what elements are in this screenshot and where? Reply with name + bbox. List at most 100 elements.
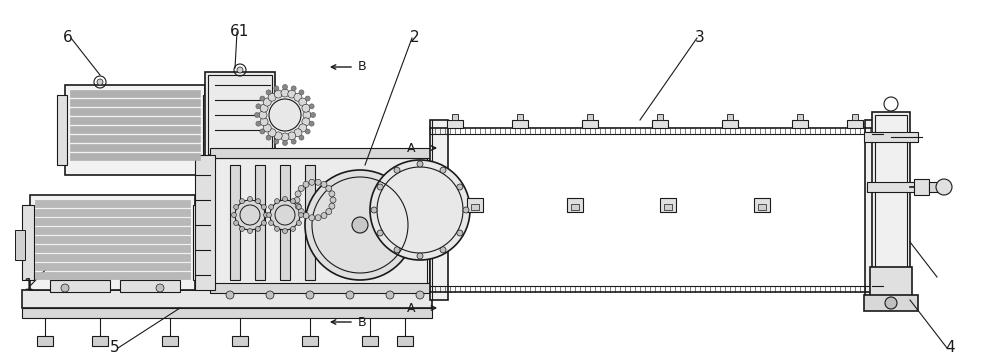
Text: B: B xyxy=(358,60,367,74)
Circle shape xyxy=(885,297,897,309)
Circle shape xyxy=(298,209,304,214)
Bar xyxy=(870,267,912,297)
Bar xyxy=(70,90,200,97)
Bar xyxy=(50,280,110,292)
Circle shape xyxy=(326,185,332,191)
Circle shape xyxy=(264,213,268,218)
Circle shape xyxy=(305,170,415,280)
Text: B: B xyxy=(358,316,367,328)
Circle shape xyxy=(156,284,164,292)
Bar xyxy=(35,272,190,279)
Circle shape xyxy=(274,132,282,140)
Bar xyxy=(571,204,579,210)
Circle shape xyxy=(330,197,336,203)
Bar xyxy=(210,155,430,290)
Circle shape xyxy=(440,247,446,253)
Bar xyxy=(722,120,738,128)
Bar xyxy=(213,158,427,287)
Circle shape xyxy=(303,111,311,119)
Bar xyxy=(929,182,939,192)
Bar xyxy=(754,198,770,212)
Circle shape xyxy=(274,199,280,203)
Circle shape xyxy=(266,291,274,299)
Bar xyxy=(852,114,858,120)
Bar xyxy=(660,198,676,212)
Circle shape xyxy=(248,197,252,202)
Circle shape xyxy=(274,90,282,98)
Circle shape xyxy=(97,79,103,85)
Circle shape xyxy=(298,185,304,191)
Bar xyxy=(567,198,583,212)
Bar xyxy=(35,218,190,225)
Bar xyxy=(35,200,190,207)
Bar xyxy=(587,114,593,120)
Bar xyxy=(210,148,430,158)
Bar xyxy=(512,120,528,128)
Bar xyxy=(208,75,272,170)
Circle shape xyxy=(256,226,260,232)
Circle shape xyxy=(263,98,271,106)
Circle shape xyxy=(263,93,307,137)
Bar xyxy=(447,120,463,128)
Bar xyxy=(35,245,190,252)
Text: A: A xyxy=(406,142,415,154)
Circle shape xyxy=(299,98,307,106)
Circle shape xyxy=(256,104,261,109)
Circle shape xyxy=(306,291,314,299)
Bar xyxy=(280,165,290,280)
Bar xyxy=(362,336,378,346)
Circle shape xyxy=(232,213,237,218)
Bar xyxy=(582,120,598,128)
Circle shape xyxy=(235,200,265,230)
Circle shape xyxy=(283,84,288,90)
Circle shape xyxy=(305,129,310,134)
Bar xyxy=(30,195,195,290)
Circle shape xyxy=(352,217,368,233)
Bar xyxy=(872,112,910,297)
Circle shape xyxy=(302,118,310,126)
Bar xyxy=(875,115,907,294)
Circle shape xyxy=(294,93,302,101)
Circle shape xyxy=(256,199,260,203)
Bar xyxy=(758,204,766,210)
Circle shape xyxy=(254,112,260,118)
Bar xyxy=(664,204,672,210)
Circle shape xyxy=(309,179,315,185)
Bar xyxy=(35,227,190,234)
Bar xyxy=(15,230,25,260)
Circle shape xyxy=(457,184,463,190)
Circle shape xyxy=(269,205,274,210)
Circle shape xyxy=(371,207,377,213)
Bar xyxy=(205,72,275,172)
Circle shape xyxy=(329,191,335,197)
Circle shape xyxy=(270,200,300,230)
Circle shape xyxy=(240,199,244,203)
Circle shape xyxy=(296,221,301,226)
Circle shape xyxy=(303,213,309,219)
Circle shape xyxy=(315,215,321,221)
Text: 2: 2 xyxy=(410,31,420,46)
Circle shape xyxy=(377,230,383,236)
Bar xyxy=(22,205,34,280)
Circle shape xyxy=(309,121,314,126)
Circle shape xyxy=(346,291,354,299)
Circle shape xyxy=(266,135,271,140)
Bar xyxy=(70,99,200,106)
Circle shape xyxy=(237,67,243,73)
Circle shape xyxy=(240,226,244,232)
Circle shape xyxy=(269,221,274,226)
Bar xyxy=(57,95,67,165)
Bar xyxy=(864,132,918,142)
Circle shape xyxy=(394,247,400,253)
Circle shape xyxy=(394,167,400,173)
Circle shape xyxy=(274,226,280,232)
Circle shape xyxy=(377,184,383,190)
Circle shape xyxy=(274,86,279,91)
Bar xyxy=(452,114,458,120)
Circle shape xyxy=(290,199,296,203)
Bar xyxy=(70,126,200,133)
Circle shape xyxy=(281,89,289,97)
Circle shape xyxy=(310,112,316,118)
Circle shape xyxy=(234,221,239,226)
Bar xyxy=(70,153,200,160)
